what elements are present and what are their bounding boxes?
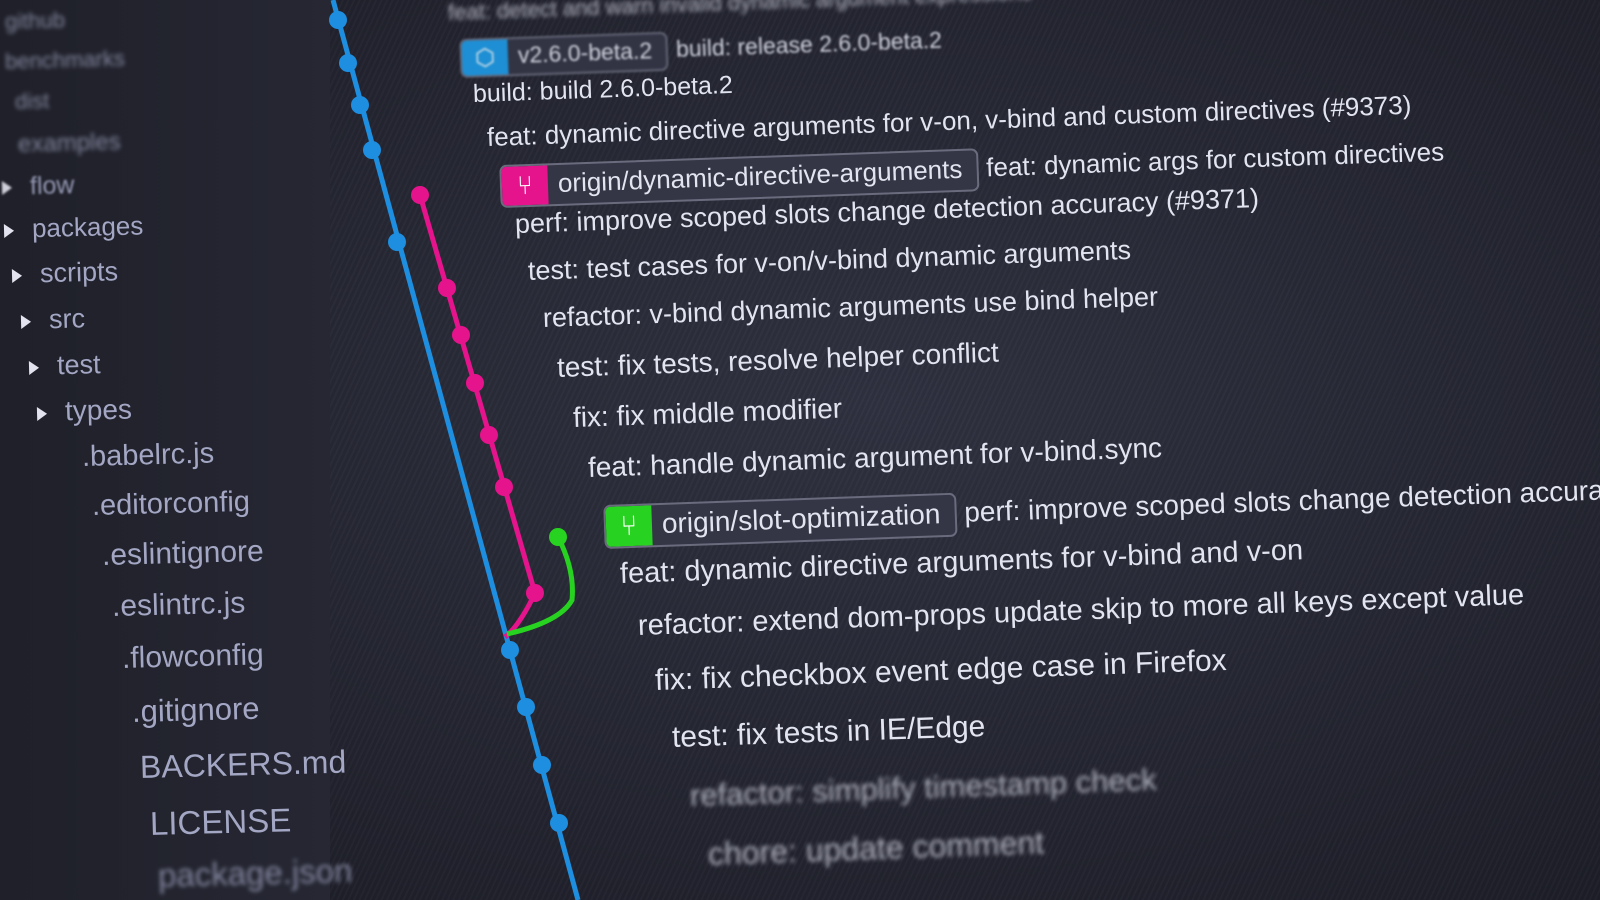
item-label: examples [17,127,122,158]
item-label: dist [14,87,50,114]
sidebar-panel [0,0,330,900]
folder-item[interactable]: src [20,303,86,336]
folder-item[interactable]: types [36,393,133,428]
item-label: .eslintrc.js [111,586,246,623]
tag-label: v2.6.0-beta.2 [517,37,653,68]
file-item[interactable]: .gitignore [132,691,260,730]
commit-dot[interactable] [549,528,567,546]
commit-dot[interactable] [329,11,347,29]
item-label: .flowconfig [121,638,265,675]
commit-dot[interactable] [438,279,456,297]
file-item[interactable]: BACKERS.md [140,743,347,785]
commit-dot[interactable] [351,96,369,114]
commit-message: build: release 2.6.0-beta.2 [675,26,943,62]
commit-dot[interactable] [526,584,544,602]
item-label: test [56,348,101,381]
folder-item[interactable]: scripts [11,256,119,290]
folder-item[interactable]: test [28,348,101,382]
commit-dot[interactable] [452,326,470,344]
commit-dot[interactable] [517,698,535,716]
file-item[interactable]: benchmarks [5,46,125,75]
expand-arrow-icon[interactable] [11,268,23,283]
folder-item[interactable]: packages [3,210,144,246]
branch-icon: ⑂ [501,165,549,206]
file-item[interactable]: .flowconfig [122,638,265,676]
item-label: flow [29,171,75,201]
expand-arrow-icon[interactable] [1,181,13,196]
item-label: src [48,303,86,335]
branch-icon: ⑂ [605,505,653,548]
file-item[interactable]: .editorconfig [92,485,251,522]
item-label: .editorconfig [91,485,251,522]
item-label: packages [31,210,144,244]
item-label: types [64,393,133,427]
tag-icon: ⬡ [461,39,509,76]
file-item[interactable]: package.json [158,852,353,895]
item-label: .eslintignore [101,534,265,572]
file-item[interactable]: dist [15,88,50,115]
file-item[interactable]: .babelrc.js [82,437,215,473]
item-label: .gitignore [131,691,260,730]
item-label: .babelrc.js [81,437,215,473]
expand-arrow-icon[interactable] [3,224,15,239]
dynamic-branch-line [417,194,538,639]
file-item[interactable]: LICENSE [150,801,292,843]
branch-tag[interactable]: ⬡ v2.6.0-beta.2 [459,31,669,78]
item-label: github [4,7,66,34]
commit-dot[interactable] [501,641,519,659]
file-item[interactable]: .eslintignore [102,535,265,573]
commit-dot[interactable] [339,54,357,72]
commit-dot[interactable] [388,233,406,251]
file-item[interactable]: github [5,7,66,35]
folder-item[interactable]: flow [1,171,75,202]
file-item[interactable]: examples [18,128,121,159]
item-label: BACKERS.md [139,743,347,785]
file-item[interactable]: .eslintrc.js [112,587,246,624]
tag-label: origin/slot-optimization [661,498,941,540]
expand-arrow-icon[interactable] [28,360,40,375]
commit-dot[interactable] [411,186,429,204]
commit-dot[interactable] [550,814,568,832]
item-label: benchmarks [4,45,126,74]
commit-dot[interactable] [363,141,381,159]
commit-dot[interactable] [466,374,484,392]
commit-dot[interactable] [480,426,498,444]
item-label: scripts [39,256,119,289]
commit-dot[interactable] [533,756,551,774]
expand-arrow-icon[interactable] [36,406,48,421]
commit-dot[interactable] [495,478,513,496]
item-label: LICENSE [149,801,292,843]
expand-arrow-icon[interactable] [20,314,32,329]
slot-branch-line [506,535,575,637]
item-label: package.json [157,852,353,895]
